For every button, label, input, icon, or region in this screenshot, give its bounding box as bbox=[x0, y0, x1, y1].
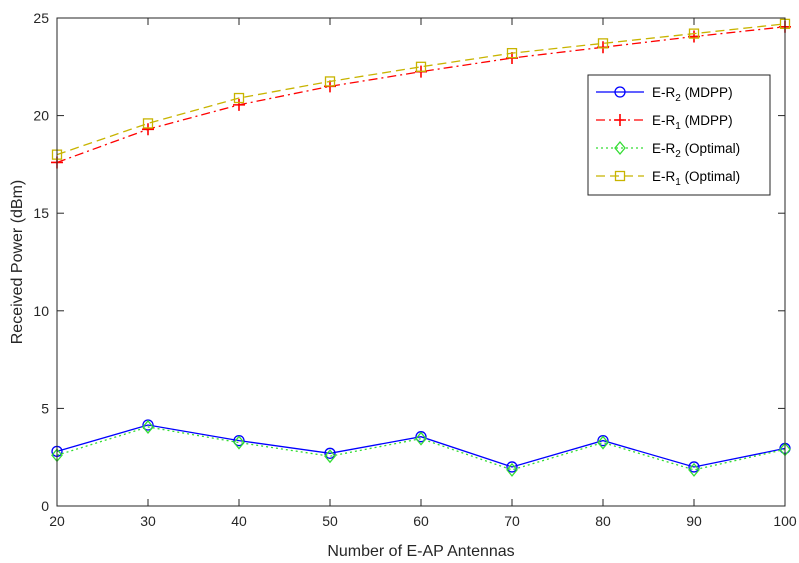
legend-label: E-R2 (Optimal) bbox=[652, 141, 740, 160]
legend-label-suffix: (MDPP) bbox=[681, 85, 733, 100]
marker-diamond bbox=[324, 449, 336, 464]
legend-label-subscript: 2 bbox=[675, 149, 681, 160]
x-tick-label: 80 bbox=[595, 513, 611, 529]
x-tick-label: 50 bbox=[322, 513, 338, 529]
legend-label-subscript: 2 bbox=[675, 93, 681, 104]
marker-diamond bbox=[415, 431, 427, 446]
legend-label-suffix: (Optimal) bbox=[681, 169, 740, 184]
y-tick-label: 25 bbox=[33, 10, 49, 26]
legend-label-base: E-R bbox=[652, 85, 676, 100]
marker-circle bbox=[324, 447, 336, 459]
y-tick-label: 0 bbox=[41, 498, 49, 514]
legend-label-suffix: (MDPP) bbox=[681, 113, 733, 128]
marker-square bbox=[597, 38, 609, 49]
x-tick-label: 20 bbox=[49, 513, 65, 529]
y-tick-label: 20 bbox=[33, 108, 49, 124]
marker-diamond bbox=[506, 462, 518, 477]
marker-circle bbox=[506, 461, 518, 473]
series-2 bbox=[51, 419, 791, 477]
marker-square bbox=[688, 28, 700, 39]
marker-diamond bbox=[688, 462, 700, 477]
marker-plus bbox=[233, 98, 245, 111]
y-axis-label: Received Power (dBm) bbox=[9, 180, 26, 345]
marker-diamond bbox=[614, 140, 626, 156]
marker-square bbox=[506, 47, 518, 59]
marker-diamond bbox=[233, 435, 245, 450]
series-line bbox=[56, 23, 786, 156]
series-line bbox=[56, 26, 786, 164]
marker-plus bbox=[142, 123, 154, 136]
marker-square bbox=[324, 76, 336, 87]
legend: E-R2 (MDPP)E-R1 (MDPP)E-R2 (Optimal)E-R1… bbox=[587, 74, 771, 196]
y-tick-label: 15 bbox=[33, 205, 49, 221]
y-tick-label: 10 bbox=[33, 303, 49, 319]
marker-diamond bbox=[597, 435, 609, 450]
legend-label-base: E-R bbox=[652, 113, 676, 128]
legend-label-subscript: 1 bbox=[675, 177, 681, 188]
series-line bbox=[56, 426, 786, 471]
legend-label: E-R1 (MDPP) bbox=[652, 113, 733, 132]
marker-square bbox=[614, 170, 626, 182]
x-tick-label: 40 bbox=[231, 513, 247, 529]
marker-diamond bbox=[142, 419, 154, 434]
x-tick-label: 90 bbox=[686, 513, 702, 529]
x-tick-label: 30 bbox=[140, 513, 156, 529]
legend-label-suffix: (Optimal) bbox=[681, 141, 740, 156]
marker-circle bbox=[688, 461, 700, 473]
marker-circle bbox=[614, 86, 626, 98]
marker-square bbox=[233, 92, 245, 104]
legend-box bbox=[587, 74, 771, 196]
legend-label: E-R2 (MDPP) bbox=[652, 85, 733, 104]
axis-ticks: 20 30 40 50 60 70 80 90 100 0 5 10 15 20 25 bbox=[33, 10, 796, 529]
x-tick-label: 70 bbox=[504, 513, 520, 529]
x-tick-label: 60 bbox=[413, 513, 429, 529]
marker-square bbox=[415, 61, 427, 72]
legend-label-base: E-R bbox=[652, 169, 676, 184]
x-tick-label: 100 bbox=[773, 513, 797, 529]
legend-label-subscript: 1 bbox=[675, 121, 681, 132]
marker-plus bbox=[614, 114, 626, 126]
legend-label-base: E-R bbox=[652, 141, 676, 156]
x-axis-label: Number of E-AP Antennas bbox=[327, 543, 514, 560]
series-layer bbox=[51, 18, 791, 477]
marker-square bbox=[142, 118, 154, 129]
series-line bbox=[56, 424, 786, 468]
y-tick-label: 5 bbox=[41, 400, 49, 416]
legend-label: E-R1 (Optimal) bbox=[652, 169, 740, 188]
